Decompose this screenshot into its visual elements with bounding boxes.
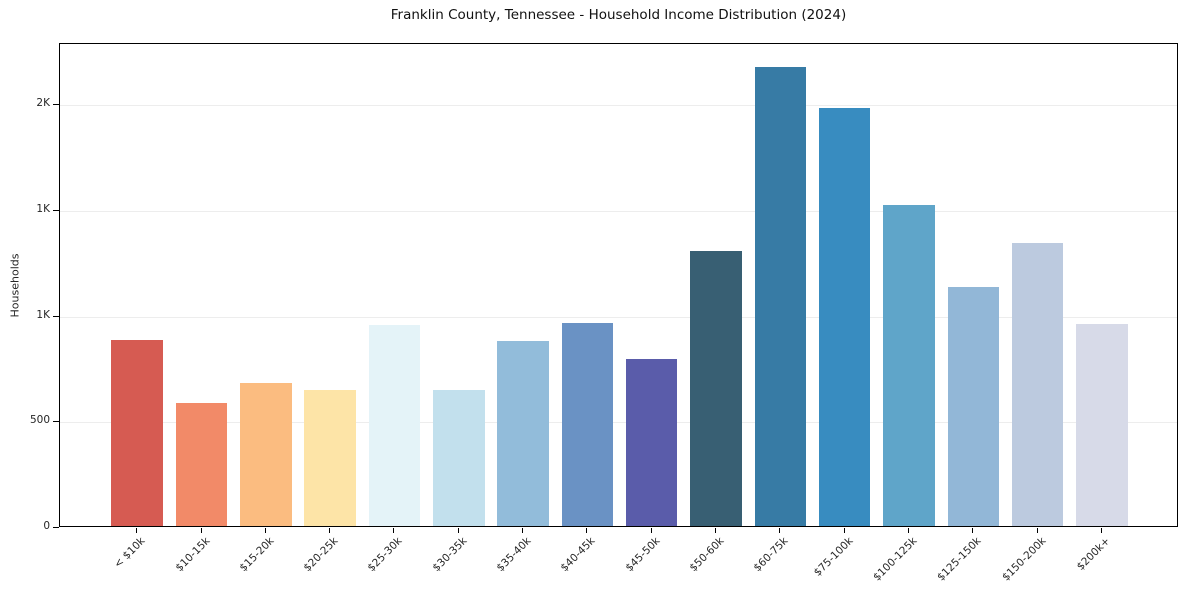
bar-10k	[111, 340, 163, 526]
bar-50-60k	[690, 251, 742, 526]
gridline-1500	[60, 211, 1177, 212]
x-tick-mark-30-35k	[457, 528, 459, 533]
bar-10-15k	[175, 403, 228, 526]
x-tick-mark-50-60k	[715, 528, 716, 533]
bar-30-35k	[433, 389, 485, 526]
x-tick-mark-45-50k	[650, 528, 652, 533]
y-tick-label-1500: 1K	[36, 203, 50, 215]
x-tick-mark-40-45k	[586, 528, 588, 533]
bar-20-25k	[304, 389, 356, 526]
y-tick-mark-500	[53, 421, 59, 423]
y-axis-label: Households	[8, 253, 22, 317]
y-tick-label-2000: 2K	[36, 97, 50, 110]
bar-100-125k	[883, 204, 935, 526]
y-tick-label-500: 500	[29, 414, 50, 427]
gridline-1000	[60, 316, 1177, 318]
bar-25-30k	[368, 325, 421, 526]
x-tick-mark-20-25k	[329, 528, 331, 533]
plot-area	[59, 43, 1178, 527]
bar-200k+	[1076, 324, 1128, 526]
bar-40-45k	[561, 323, 614, 526]
y-tick-mark-2000	[53, 104, 59, 106]
chart-title: Franklin County, Tennessee - Household I…	[390, 7, 847, 23]
x-tick-mark-200k+	[1100, 528, 1102, 533]
x-tick-mark-60-75k	[779, 528, 781, 533]
gridline-2000	[60, 105, 1177, 107]
y-tick-mark-1500	[53, 210, 59, 211]
y-tick-mark-0	[53, 527, 59, 528]
y-tick-mark-1000	[53, 315, 59, 317]
y-axis-label-container: Households	[2, 43, 28, 527]
x-tick-mark-10k	[136, 528, 138, 533]
x-tick-mark-125-150k	[972, 528, 974, 533]
bar-150-200k	[1011, 242, 1064, 526]
x-tick-mark-75-100k	[843, 528, 845, 533]
bar-125-150k	[947, 287, 999, 526]
bar-15-20k	[240, 383, 292, 526]
x-tick-mark-10-15k	[200, 528, 202, 533]
bar-45-50k	[625, 359, 678, 526]
bar-35-40k	[497, 341, 549, 526]
x-tick-label-10k: < $10k	[112, 535, 148, 571]
x-tick-mark-150-200k	[1036, 528, 1038, 533]
x-tick-mark-15-20k	[264, 528, 266, 533]
x-tick-mark-35-40k	[522, 528, 523, 533]
bar-60-75k	[754, 67, 807, 526]
x-tick-mark-100-125k	[907, 528, 909, 533]
x-tick-mark-25-30k	[393, 528, 395, 533]
bar-75-100k	[818, 107, 871, 526]
y-tick-label-1000: 1K	[36, 308, 50, 321]
gridline-500	[60, 422, 1177, 424]
y-tick-label-0: 0	[43, 520, 50, 532]
